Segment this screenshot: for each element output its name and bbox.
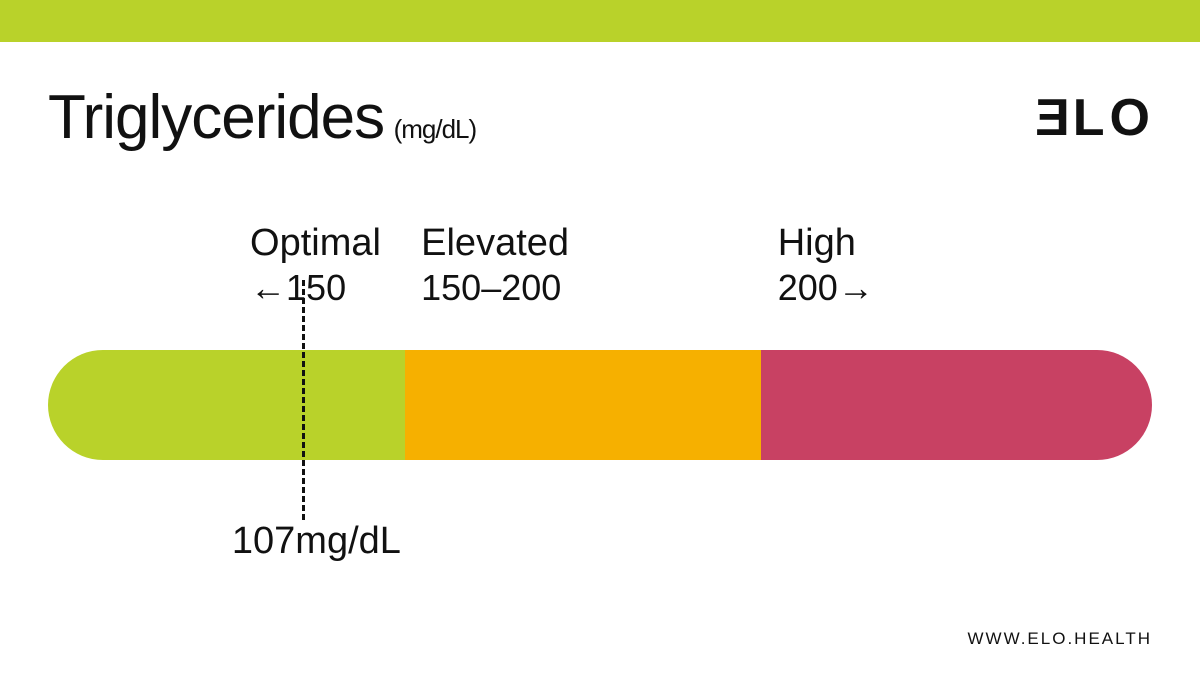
title-unit: (mg/dL) xyxy=(394,114,477,144)
title-main: Triglycerides xyxy=(48,83,384,152)
brand-logo: ELO xyxy=(1033,88,1152,148)
logo-letter-o: O xyxy=(1110,88,1152,148)
segment-name: Elevated xyxy=(421,222,569,265)
gauge-segment-high xyxy=(761,350,1152,460)
segment-range: 200→ xyxy=(778,267,874,309)
logo-letter-e-reversed: E xyxy=(1033,88,1070,148)
segment-range: 150–200 xyxy=(421,267,569,309)
marker-value: 107mg/dL xyxy=(232,520,401,563)
gauge-container xyxy=(48,350,1152,460)
top-accent-bar xyxy=(0,0,1200,42)
page-title: Triglycerides (mg/dL) xyxy=(48,82,476,153)
segment-name: Optimal xyxy=(250,222,381,265)
marker-indicator-line xyxy=(302,280,305,520)
segment-labels-row: Optimal ←150 Elevated 150–200 High 200→ xyxy=(48,222,1152,332)
segment-label-optimal: Optimal ←150 xyxy=(250,222,381,309)
header: Triglycerides (mg/dL) ELO xyxy=(48,82,1152,153)
gauge-segment-elevated xyxy=(405,350,762,460)
segment-name: High xyxy=(778,222,874,265)
gauge-segment-optimal xyxy=(48,350,405,460)
segment-range: ←150 xyxy=(250,267,381,309)
footer-url: WWW.ELO.HEALTH xyxy=(968,629,1152,649)
segment-label-high: High 200→ xyxy=(778,222,874,309)
gauge-bar xyxy=(48,350,1152,460)
logo-letter-l: L xyxy=(1073,88,1107,148)
segment-label-elevated: Elevated 150–200 xyxy=(421,222,569,309)
